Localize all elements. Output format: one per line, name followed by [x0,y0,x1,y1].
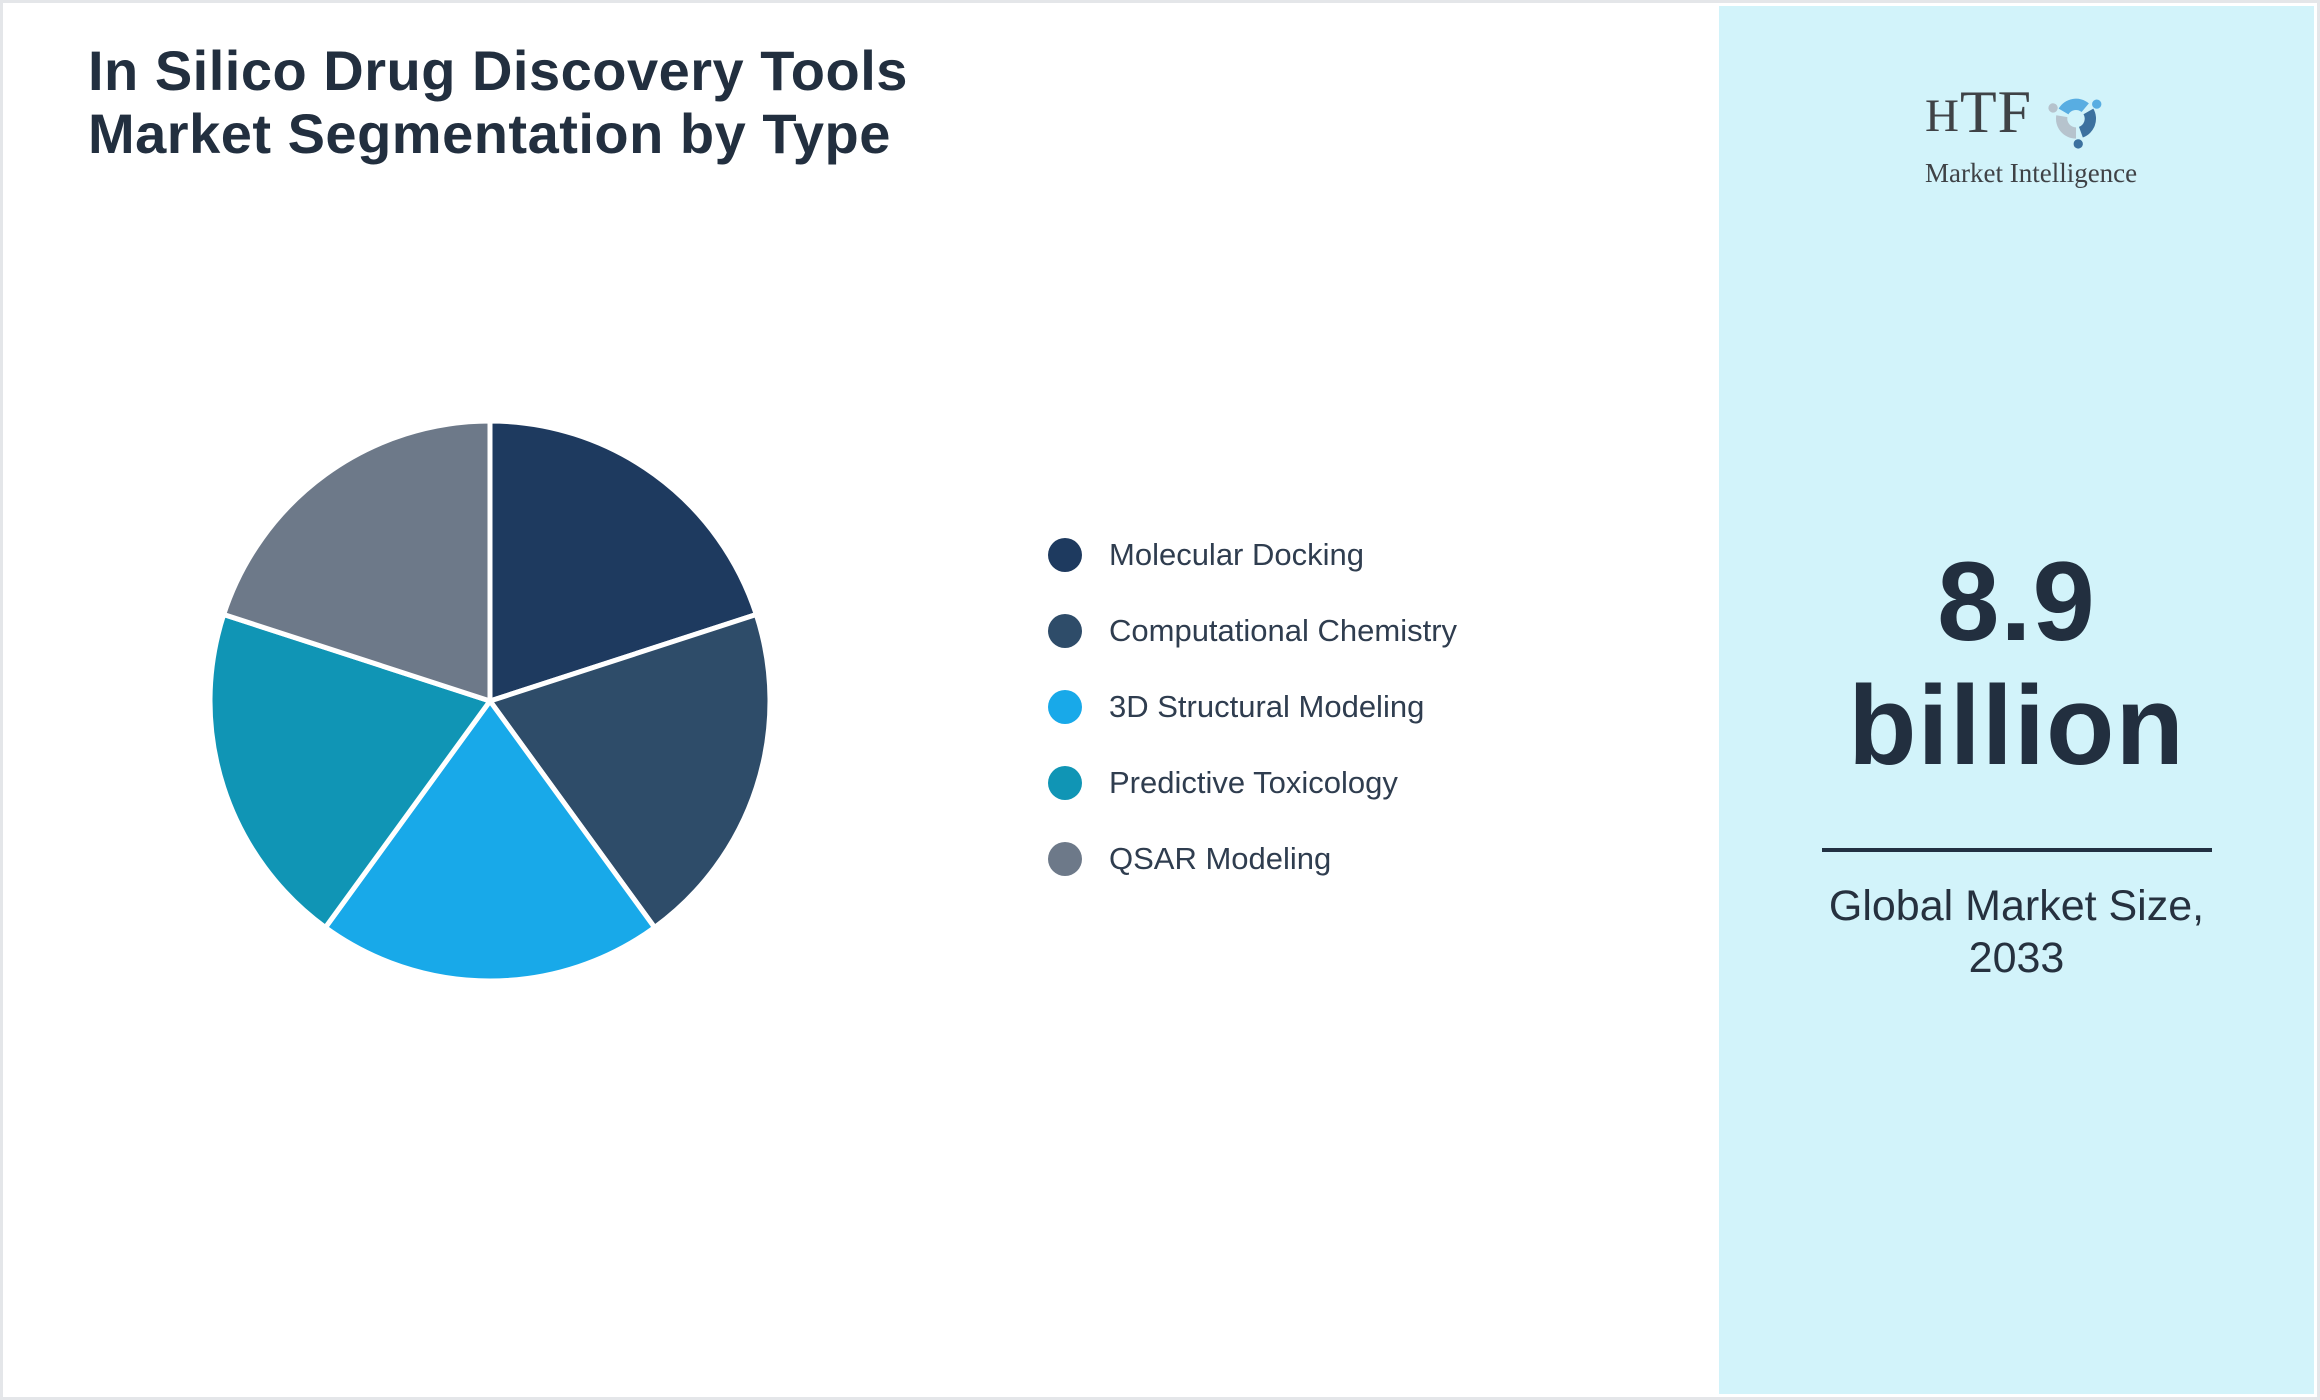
market-size-caption: Global Market Size, 2033 [1719,880,2314,984]
legend-item: Molecular Docking [1048,517,1457,593]
page-title-line1: In Silico Drug Discovery Tools [88,39,908,102]
legend-color-dot [1048,766,1082,800]
legend-color-dot [1048,614,1082,648]
market-size-number: 8.9 [1937,539,2096,664]
legend-color-dot [1048,690,1082,724]
legend-label: Predictive Toxicology [1109,765,1398,800]
pie-slice-0 [487,418,759,704]
htf-logo-letters-tf: TF [1959,79,2032,145]
pie-chart [207,418,773,984]
legend-color-dot [1048,842,1082,876]
legend-label: Computational Chemistry [1109,613,1458,648]
legend-label: 3D Structural Modeling [1109,689,1425,724]
legend-item: 3D Structural Modeling [1048,669,1457,745]
caption-line2: 2033 [1968,934,2065,982]
htf-logo-letter-h: H [1925,90,1960,142]
htf-swirl-icon [2048,98,2102,149]
htf-logo-wordmark: H TF [1925,82,2032,142]
pie-slice-3 [207,612,493,930]
caption-line1: Global Market Size, [1828,882,2205,930]
sidebar-panel: H TF Market Intel [1719,6,2314,1394]
htf-logo: H TF Market Intel [1925,82,2138,189]
legend-item: Predictive Toxicology [1048,745,1457,821]
chart-legend: Molecular Docking Computational Chemistr… [1048,517,1457,897]
market-size-value: 8.9 billion [1719,540,2314,788]
legend-color-dot [1048,538,1082,572]
market-size-stat: 8.9 billion Global Market Size, 2033 [1719,540,2314,984]
page-title-line2: Market Segmentation by Type [88,102,891,165]
pie-chart-container [190,401,790,1001]
legend-label: QSAR Modeling [1109,841,1332,876]
page-title: In Silico Drug Discovery Tools Market Se… [88,39,908,165]
pie-slice-1 [487,612,773,930]
legend-label: Molecular Docking [1109,537,1364,572]
market-size-unit: billion [1848,663,2185,788]
legend-item: Computational Chemistry [1048,593,1457,669]
htf-logo-subtitle: Market Intelligence [1925,158,2138,188]
legend-item: QSAR Modeling [1048,821,1457,897]
stat-divider-line [1821,848,2212,852]
pie-slice-2 [322,698,658,984]
pie-slice-4 [221,418,493,704]
